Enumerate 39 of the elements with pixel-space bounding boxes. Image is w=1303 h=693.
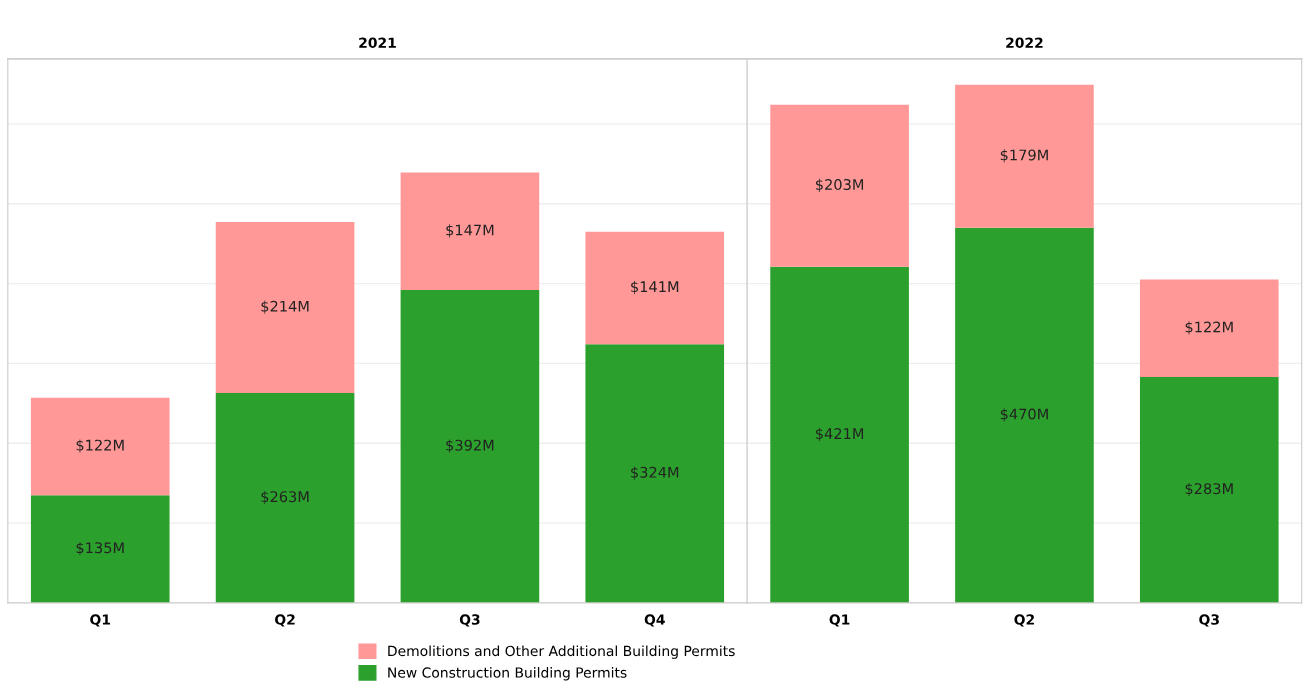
bar	[215, 222, 355, 393]
data-label: $283M	[1185, 482, 1233, 497]
x-tick-label: Q1	[90, 614, 111, 627]
data-label: $214M	[261, 300, 309, 314]
data-label: $470M	[1000, 408, 1048, 422]
bar	[400, 172, 540, 290]
x-tick-label: Q1	[829, 614, 850, 627]
data-label: $122M	[76, 439, 124, 453]
legend-label: New Construction Building Permits	[388, 667, 627, 681]
bar	[30, 495, 170, 603]
data-label: $135M	[76, 541, 124, 556]
data-label: $179M	[1000, 149, 1048, 163]
x-tick-label: Q3	[1199, 614, 1219, 627]
data-label: $203M	[815, 178, 864, 192]
x-tick-label: Q2	[275, 614, 295, 627]
chart-title: 2021	[359, 37, 396, 48]
bar	[955, 84, 1094, 228]
bar	[1139, 376, 1279, 603]
bar	[770, 266, 909, 603]
data-label: $147M	[446, 224, 494, 238]
legend-label: Demolitions and Other Additional Building Permits	[388, 645, 735, 659]
bar	[30, 397, 170, 496]
data-label: $141M	[631, 280, 679, 295]
chart-title: 2022	[1006, 37, 1043, 48]
bar	[400, 289, 540, 603]
bar	[1139, 279, 1279, 377]
bar	[585, 344, 725, 603]
data-label: $122M	[1185, 321, 1233, 335]
bar	[955, 227, 1094, 603]
data-label: $324M	[631, 466, 679, 480]
data-label: $421M	[815, 427, 864, 442]
bar	[585, 231, 725, 345]
x-tick-label: Q2	[1014, 614, 1034, 627]
data-label: $392M	[446, 439, 494, 453]
bar	[770, 104, 909, 267]
data-label: $263M	[261, 490, 309, 505]
x-tick-label: Q4	[644, 614, 665, 627]
x-tick-label: Q3	[459, 614, 480, 627]
bar	[215, 392, 355, 603]
